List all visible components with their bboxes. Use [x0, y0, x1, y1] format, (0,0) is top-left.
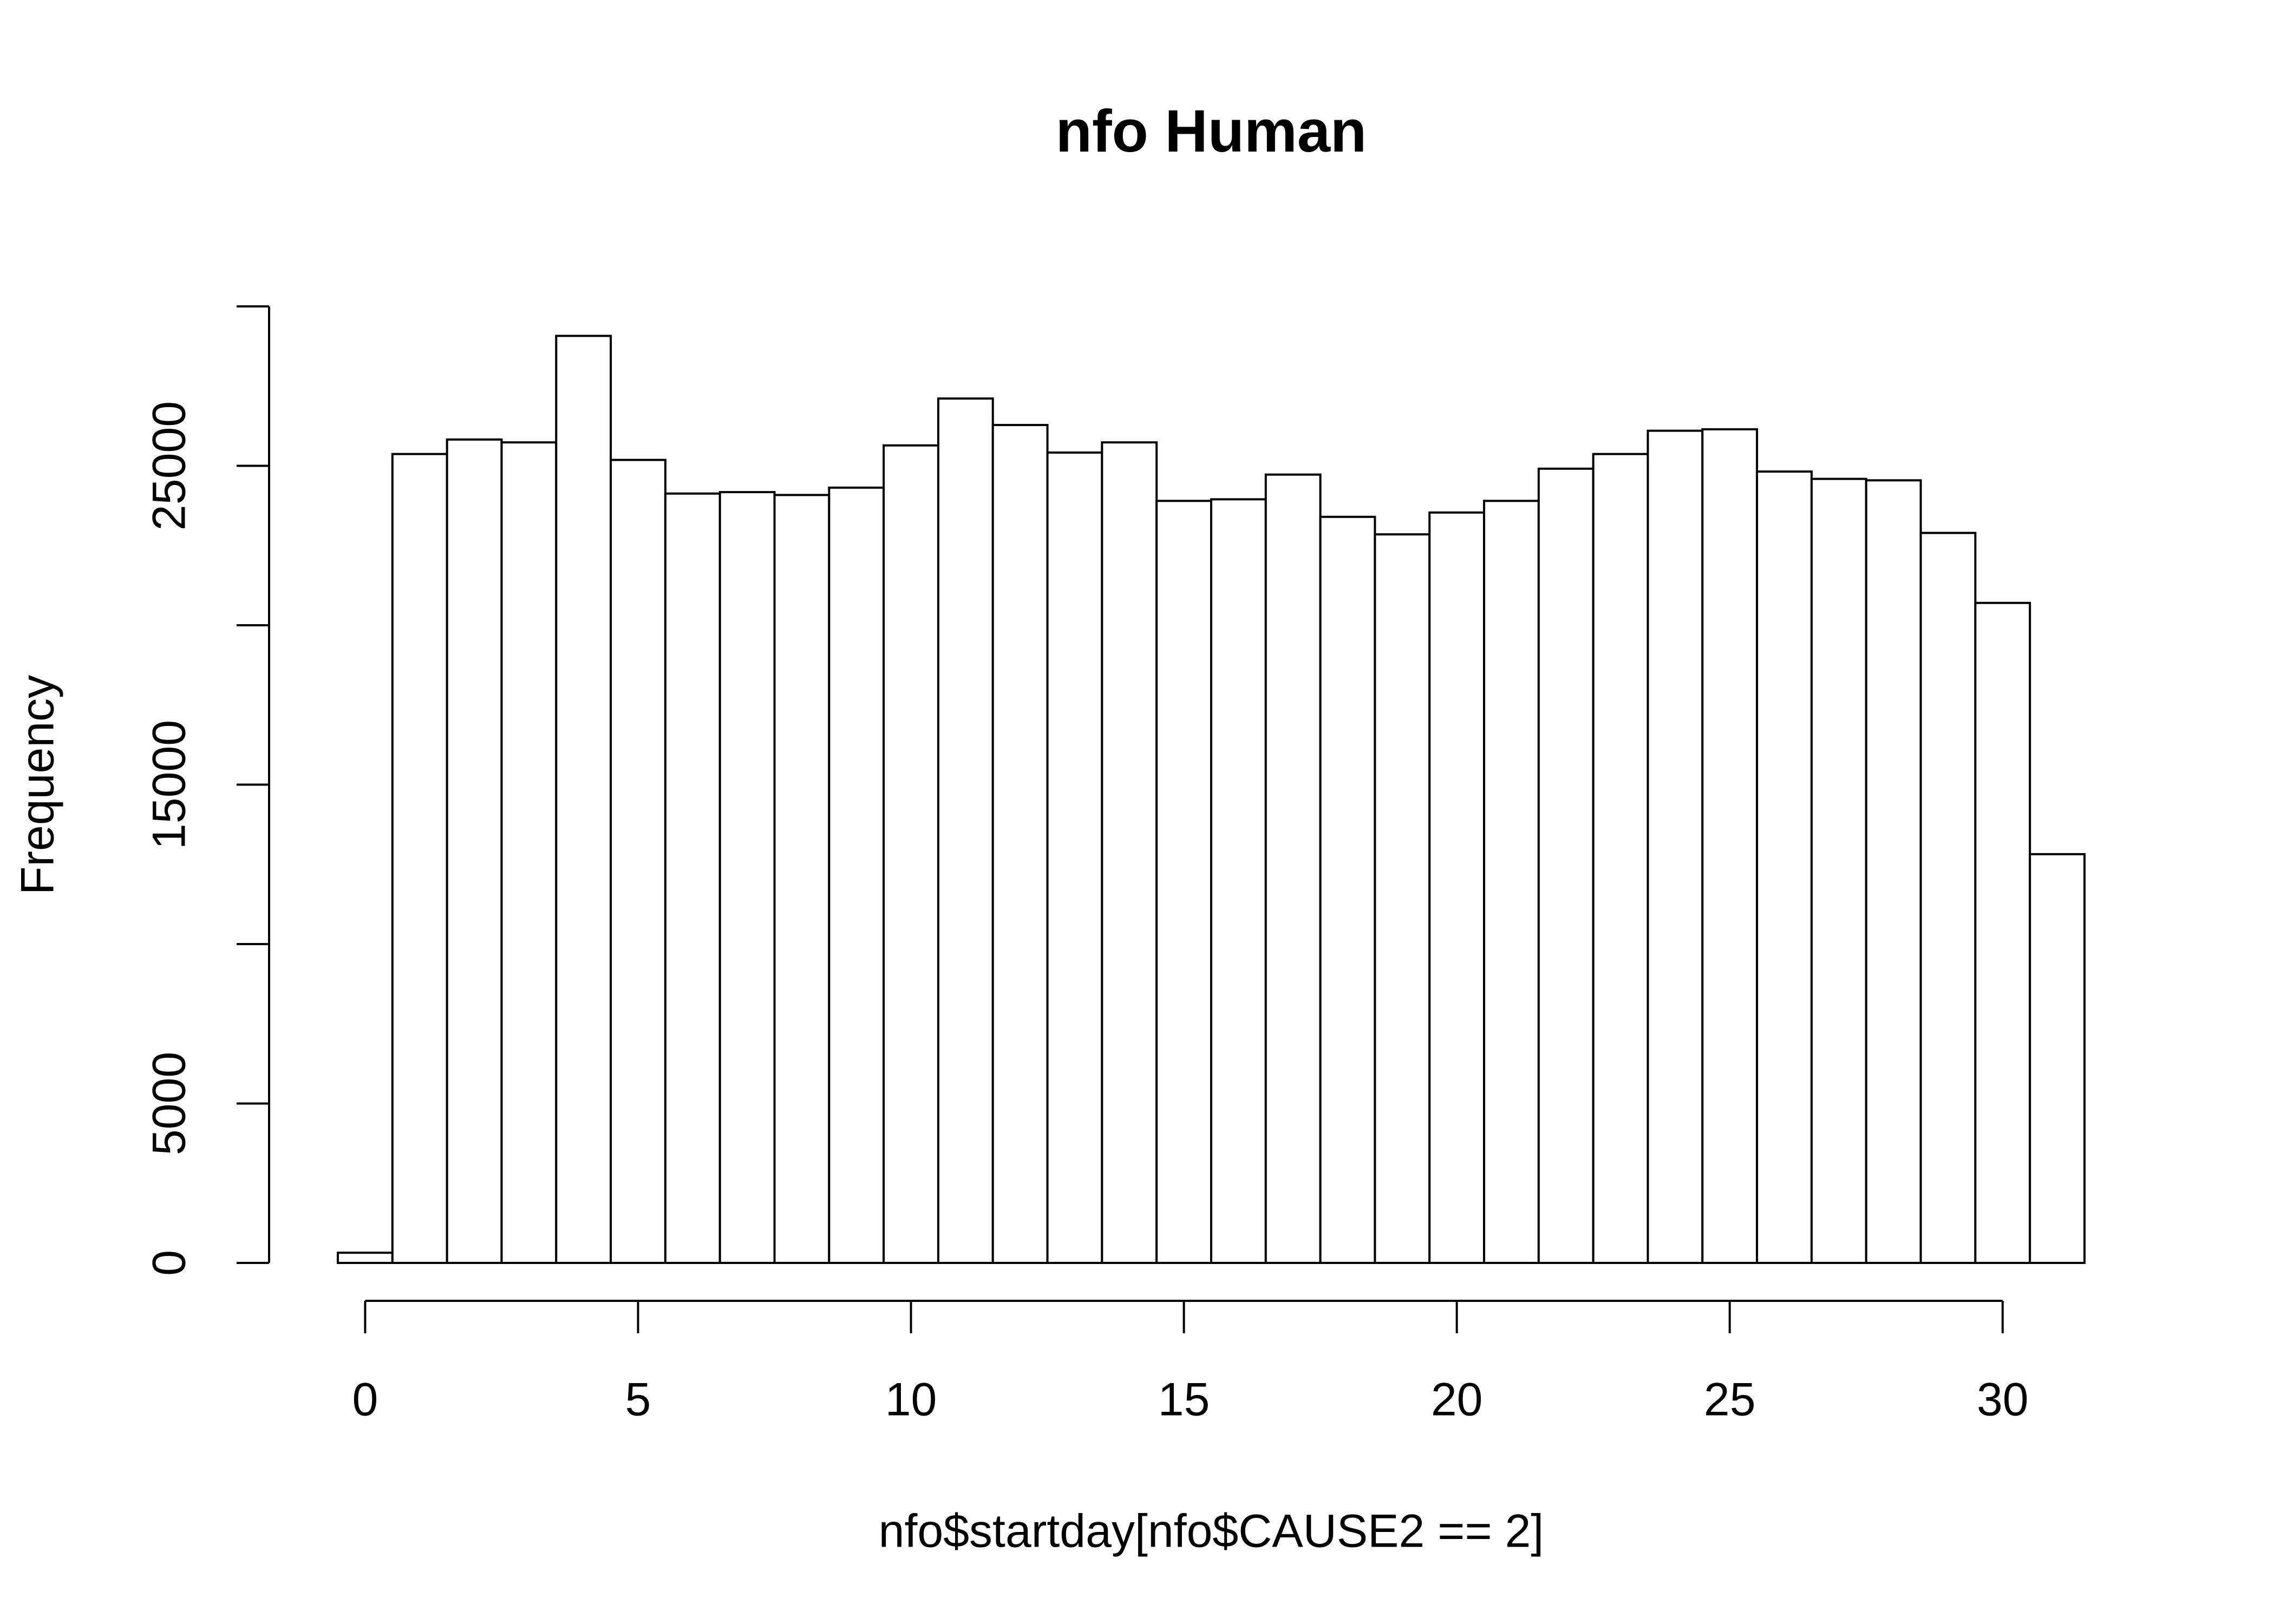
y-axis-label: Frequency	[12, 675, 64, 895]
bar	[1046, 451, 1103, 1264]
bar	[1155, 500, 1212, 1264]
bar	[2029, 853, 2086, 1264]
x-tick-label: 0	[352, 1374, 378, 1426]
bar	[1592, 453, 1649, 1264]
bar	[883, 444, 939, 1265]
chart-title: nfo Human	[1056, 98, 1367, 165]
bar	[718, 491, 776, 1264]
x-axis-label: nfo$startday[nfo$CAUSE2 == 2]	[879, 1505, 1544, 1557]
x-tick-label: 25	[1704, 1374, 1756, 1426]
bar	[1483, 500, 1540, 1264]
bar	[1756, 470, 1813, 1264]
bar	[937, 397, 994, 1265]
bar	[1701, 428, 1759, 1265]
bar	[1428, 511, 1486, 1265]
y-tick-label: 25000	[143, 401, 195, 531]
bar	[391, 453, 448, 1264]
bar	[773, 494, 831, 1264]
x-tick-label: 5	[625, 1374, 651, 1426]
bar	[1374, 533, 1431, 1264]
bar	[1974, 601, 2031, 1264]
x-tick-label: 10	[885, 1374, 937, 1426]
bar	[1537, 467, 1595, 1264]
y-tick-label: 5000	[143, 1052, 195, 1155]
bar	[1646, 429, 1704, 1265]
bar	[664, 492, 721, 1264]
y-tick-label: 15000	[143, 720, 195, 849]
bar	[828, 486, 885, 1264]
bar	[610, 459, 666, 1264]
bar	[1101, 441, 1158, 1264]
bar	[337, 1252, 394, 1265]
bar	[555, 335, 612, 1264]
x-tick-label: 20	[1431, 1374, 1483, 1426]
y-tick-label: 0	[143, 1250, 195, 1276]
bar	[1865, 479, 1922, 1264]
bar	[446, 438, 503, 1264]
bar	[1810, 477, 1867, 1264]
bar	[1319, 515, 1376, 1264]
bar	[1919, 532, 1977, 1264]
bar	[991, 424, 1049, 1264]
x-tick-label: 30	[1977, 1374, 2029, 1426]
bar	[500, 441, 558, 1264]
bar	[1210, 498, 1267, 1264]
x-tick-label: 15	[1158, 1374, 1210, 1426]
bar	[1264, 473, 1322, 1264]
